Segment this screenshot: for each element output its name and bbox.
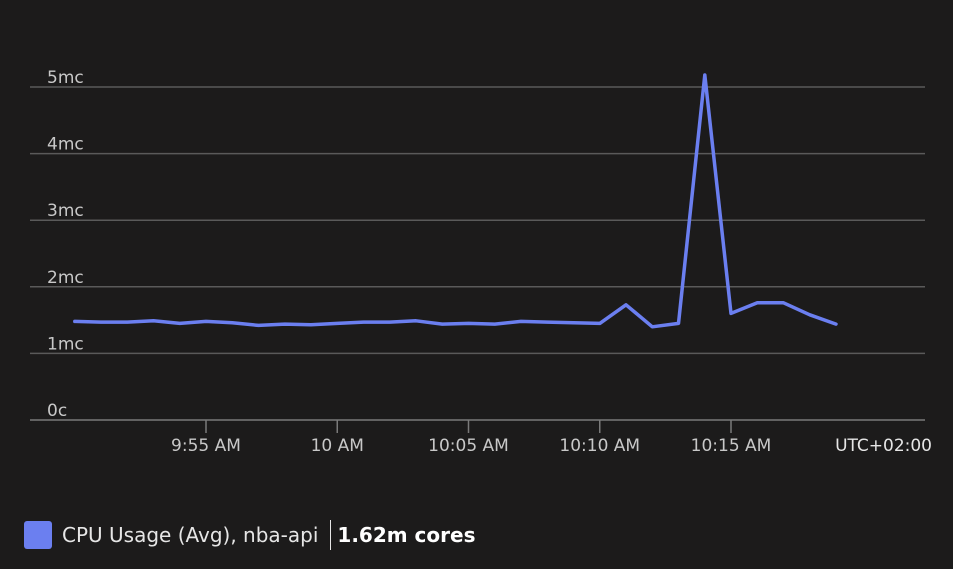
grid-lines bbox=[30, 86, 925, 421]
x-tick-label: 10 AM bbox=[311, 436, 364, 456]
legend-swatch bbox=[24, 521, 52, 549]
legend-series-label: CPU Usage (Avg), nba-api bbox=[62, 523, 319, 547]
cpu-usage-chart: 0c 1mc 2mc 3mc 4mc 5mc 9:55 AM 10 AM 10:05 AM 10… bbox=[30, 68, 932, 456]
y-tick-label: 4mc bbox=[47, 135, 84, 155]
x-tick-label: 10:10 AM bbox=[559, 436, 640, 456]
y-tick-label: 2mc bbox=[47, 268, 84, 288]
legend-summary-value: 1.62m cores bbox=[337, 523, 476, 547]
y-tick-label: 1mc bbox=[47, 334, 84, 354]
y-tick-label: 3mc bbox=[47, 201, 84, 221]
series-group bbox=[73, 73, 838, 329]
y-axis-ticks: 0c 1mc 2mc 3mc 4mc 5mc bbox=[47, 68, 84, 421]
x-axis-ticks: 9:55 AM 10 AM 10:05 AM 10:10 AM 10:15 AM bbox=[171, 420, 771, 456]
chart-legend[interactable]: CPU Usage (Avg), nba-api 1.62m cores bbox=[24, 518, 475, 552]
x-tick-label: 9:55 AM bbox=[171, 436, 241, 456]
y-tick-label: 0c bbox=[47, 401, 67, 421]
x-tick-label: 10:05 AM bbox=[428, 436, 509, 456]
x-tick-label: 10:15 AM bbox=[691, 436, 772, 456]
legend-separator bbox=[330, 520, 332, 550]
timezone-label: UTC+02:00 bbox=[835, 436, 932, 456]
series-line-0[interactable] bbox=[73, 73, 838, 329]
y-tick-label: 5mc bbox=[47, 68, 84, 88]
